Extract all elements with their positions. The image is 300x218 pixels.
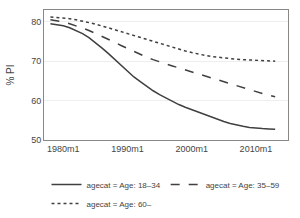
svg-text:60: 60 xyxy=(31,96,41,106)
svg-text:70: 70 xyxy=(31,56,41,66)
svg-text:80: 80 xyxy=(31,17,41,27)
svg-text:1990m1: 1990m1 xyxy=(111,144,144,154)
svg-text:agecat = Age: 35–59: agecat = Age: 35–59 xyxy=(206,181,280,190)
svg-text:50: 50 xyxy=(31,135,41,145)
svg-text:agecat = Age: 18–34: agecat = Age: 18–34 xyxy=(87,181,161,190)
svg-text:1980m1: 1980m1 xyxy=(47,144,80,154)
svg-text:2000m1: 2000m1 xyxy=(175,144,208,154)
svg-text:agecat = Age: 60–: agecat = Age: 60– xyxy=(87,200,152,209)
svg-text:2010m1: 2010m1 xyxy=(240,144,273,154)
svg-text:% PI: % PI xyxy=(5,64,16,85)
